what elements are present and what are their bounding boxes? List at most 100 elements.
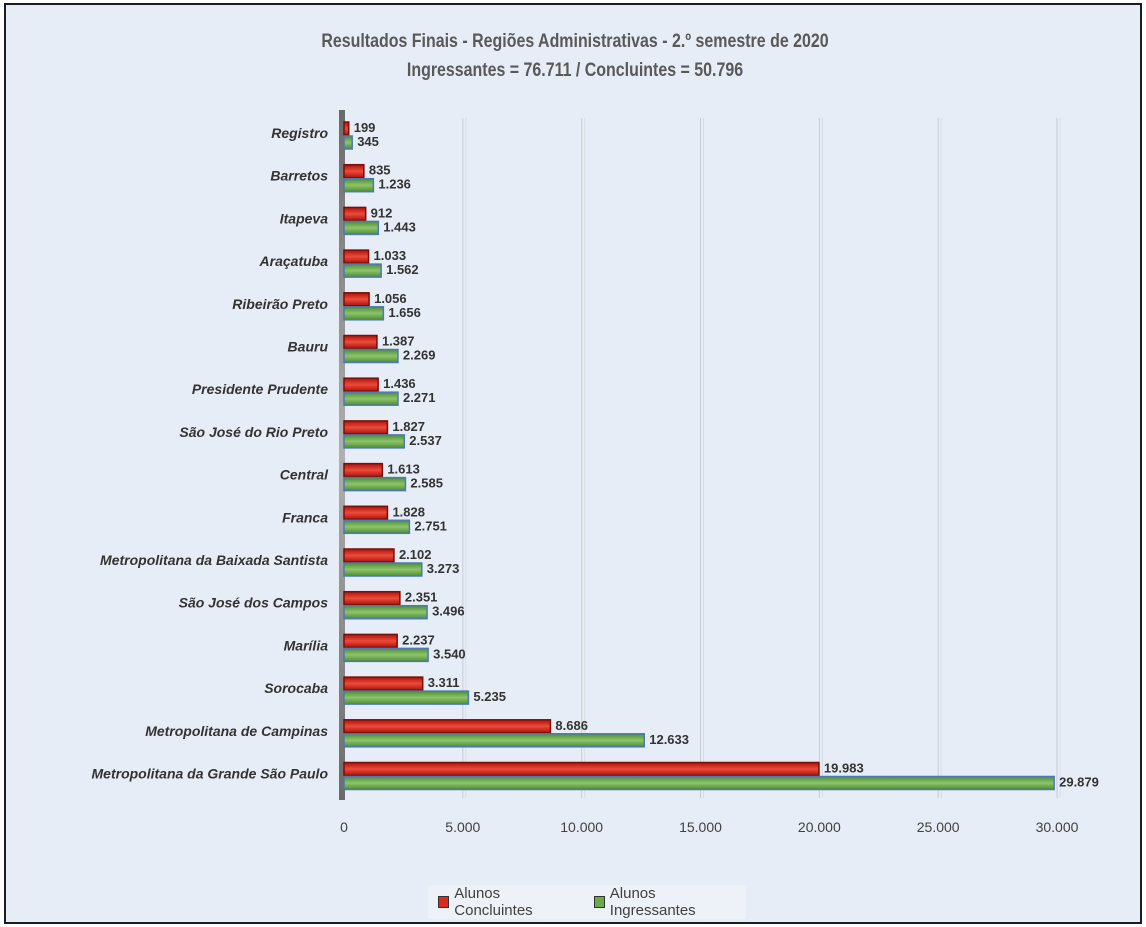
bar-alunos-ingressantes-ribeirao-preto xyxy=(343,306,385,321)
bar-alunos-concluintes-metropolitana-de-campinas xyxy=(343,719,552,734)
value-label-alunos-concluintes-metropolitana-da-grande-sao-paulo: 19.983 xyxy=(824,761,864,776)
category-label-sao-jose-dos-campos: São José dos Campos xyxy=(179,595,329,611)
bar-alunos-ingressantes-marilia xyxy=(343,647,429,663)
x-tick-label: 20.000 xyxy=(798,819,841,835)
x-tick-label: 25.000 xyxy=(917,819,960,835)
value-label-alunos-ingressantes-metropolitana-da-baixada-santista: 3.273 xyxy=(427,561,460,576)
x-tick-label: 30.000 xyxy=(1036,819,1079,835)
chart-title-line1: Resultados Finais - Regiões Administrati… xyxy=(321,31,829,52)
value-label-alunos-ingressantes-bauru: 2.269 xyxy=(403,348,436,363)
y-axis-wall xyxy=(339,110,345,800)
bar-alunos-ingressantes-sao-jose-do-rio-preto xyxy=(343,434,406,449)
x-tick-label: 5.000 xyxy=(445,819,480,835)
bar-chart: 0 5.000 10.000 15.000 20.000 25.000 30.000 Regi… xyxy=(92,110,1099,835)
x-tick-label: 15.000 xyxy=(679,819,722,835)
value-label-alunos-ingressantes-aracatuba: 1.562 xyxy=(386,262,419,277)
legend-item-ingressantes: Alunos Ingressantes xyxy=(593,885,737,919)
value-label-alunos-ingressantes-franca: 2.751 xyxy=(414,518,447,533)
value-label-alunos-ingressantes-sorocaba: 5.235 xyxy=(473,689,506,704)
bar-alunos-concluintes-presidente-prudente xyxy=(343,377,379,392)
legend-label-ingressantes: Alunos Ingressantes xyxy=(609,885,696,919)
value-label-alunos-concluintes-barretos: 835 xyxy=(369,163,391,178)
category-label-itapeva: Itapeva xyxy=(280,210,328,226)
category-label-metropolitana-de-campinas: Metropolitana de Campinas xyxy=(145,723,328,739)
bar-alunos-ingressantes-metropolitana-de-campinas xyxy=(343,733,645,748)
bar-alunos-ingressantes-bauru xyxy=(343,348,399,364)
bar-alunos-concluintes-itapeva xyxy=(343,206,367,222)
value-label-alunos-concluintes-metropolitana-da-baixada-santista: 2.102 xyxy=(399,547,432,562)
value-label-alunos-concluintes-sao-jose-dos-campos: 2.351 xyxy=(405,590,438,605)
value-label-alunos-ingressantes-ribeirao-preto: 1.656 xyxy=(388,305,421,320)
bar-alunos-concluintes-marilia xyxy=(343,633,398,649)
bar-alunos-ingressantes-central xyxy=(343,476,407,492)
bar-alunos-ingressantes-sorocaba xyxy=(343,690,470,705)
value-label-alunos-ingressantes-presidente-prudente: 2.271 xyxy=(403,390,436,405)
bar-alunos-concluintes-barretos xyxy=(343,163,365,179)
value-label-alunos-concluintes-aracatuba: 1.033 xyxy=(374,248,407,263)
category-label-presidente-prudente: Presidente Prudente xyxy=(192,381,328,397)
value-label-alunos-concluintes-presidente-prudente: 1.436 xyxy=(383,376,416,391)
chart-subtitle: Ingressantes = 76.711 / Concluintes = 50… xyxy=(406,60,744,81)
value-label-alunos-concluintes-bauru: 1.387 xyxy=(382,334,415,349)
value-label-alunos-concluintes-franca: 1.828 xyxy=(392,504,425,519)
value-label-alunos-ingressantes-registro: 345 xyxy=(357,134,379,149)
value-label-alunos-ingressantes-barretos: 1.236 xyxy=(378,177,411,192)
bar-alunos-ingressantes-metropolitana-da-grande-sao-paulo xyxy=(343,775,1055,791)
bar-alunos-concluintes-metropolitana-da-baixada-santista xyxy=(343,548,395,563)
value-label-alunos-concluintes-metropolitana-de-campinas: 8.686 xyxy=(555,718,588,733)
value-label-alunos-concluintes-central: 1.613 xyxy=(387,462,420,477)
category-label-marilia: Marília xyxy=(284,637,329,653)
value-label-alunos-ingressantes-central: 2.585 xyxy=(410,476,443,491)
value-label-alunos-ingressantes-metropolitana-de-campinas: 12.633 xyxy=(649,732,689,747)
legend-item-concluintes: Alunos Concluintes xyxy=(438,885,574,919)
legend-swatch-concluintes xyxy=(438,896,450,908)
category-label-sorocaba: Sorocaba xyxy=(264,680,328,696)
bar-alunos-concluintes-aracatuba xyxy=(343,249,370,264)
category-label-metropolitana-da-baixada-santista: Metropolitana da Baixada Santista xyxy=(100,552,328,568)
bar-alunos-ingressantes-itapeva xyxy=(343,220,380,236)
value-label-alunos-concluintes-sao-jose-do-rio-preto: 1.827 xyxy=(392,419,425,434)
bar-alunos-concluintes-metropolitana-da-grande-sao-paulo xyxy=(343,761,820,777)
bar-alunos-concluintes-sao-jose-do-rio-preto xyxy=(343,420,389,435)
value-label-alunos-ingressantes-sao-jose-dos-campos: 3.496 xyxy=(432,604,465,619)
legend-swatch-ingressantes xyxy=(593,896,605,908)
category-label-aracatuba: Araçatuba xyxy=(259,253,329,269)
bar-alunos-ingressantes-metropolitana-da-baixada-santista xyxy=(343,562,423,577)
legend-label-concluintes: Alunos Concluintes xyxy=(454,885,533,919)
chart-title: Resultados Finais - Regiões Administrati… xyxy=(6,27,1144,85)
value-label-alunos-ingressantes-marilia: 3.540 xyxy=(433,646,466,661)
chart-frame: Resultados Finais - Regiões Administrati… xyxy=(4,3,1142,924)
category-label-bauru: Bauru xyxy=(288,339,329,355)
bar-alunos-ingressantes-aracatuba xyxy=(343,263,382,278)
category-label-metropolitana-da-grande-sao-paulo: Metropolitana da Grande São Paulo xyxy=(92,766,329,782)
bar-alunos-ingressantes-registro xyxy=(343,135,353,150)
bar-alunos-concluintes-franca xyxy=(343,505,389,521)
bar-alunos-concluintes-bauru xyxy=(343,334,378,350)
x-tick-label: 10.000 xyxy=(560,819,603,835)
x-tick-label: 0 xyxy=(340,819,348,835)
category-label-ribeirao-preto: Ribeirão Preto xyxy=(232,296,328,312)
value-label-alunos-ingressantes-sao-jose-do-rio-preto: 2.537 xyxy=(409,433,442,448)
chart-legend: Alunos Concluintes Alunos Ingressantes xyxy=(428,885,746,919)
value-label-alunos-concluintes-sorocaba: 3.311 xyxy=(428,675,460,690)
bar-alunos-concluintes-central xyxy=(343,462,384,478)
bar-alunos-ingressantes-franca xyxy=(343,519,411,535)
category-label-central: Central xyxy=(280,467,329,483)
bar-alunos-concluintes-sorocaba xyxy=(343,676,424,691)
value-label-alunos-ingressantes-metropolitana-da-grande-sao-paulo: 29.879 xyxy=(1059,775,1099,790)
bar-alunos-concluintes-sao-jose-dos-campos xyxy=(343,590,401,606)
bar-alunos-ingressantes-barretos xyxy=(343,177,375,193)
bar-alunos-concluintes-registro xyxy=(343,121,350,136)
bar-alunos-concluintes-ribeirao-preto xyxy=(343,292,370,307)
value-label-alunos-concluintes-marilia: 2.237 xyxy=(402,632,435,647)
bar-alunos-ingressantes-sao-jose-dos-campos xyxy=(343,604,428,620)
value-label-alunos-ingressantes-itapeva: 1.443 xyxy=(383,219,416,234)
category-label-franca: Franca xyxy=(282,509,328,525)
category-label-barretos: Barretos xyxy=(270,168,328,184)
value-label-alunos-concluintes-ribeirao-preto: 1.056 xyxy=(374,291,407,306)
bar-alunos-ingressantes-presidente-prudente xyxy=(343,391,399,406)
value-label-alunos-concluintes-registro: 199 xyxy=(354,120,376,135)
value-label-alunos-concluintes-itapeva: 912 xyxy=(371,205,393,220)
category-label-sao-jose-do-rio-preto: São José do Rio Preto xyxy=(179,424,328,440)
category-label-registro: Registro xyxy=(271,125,328,141)
